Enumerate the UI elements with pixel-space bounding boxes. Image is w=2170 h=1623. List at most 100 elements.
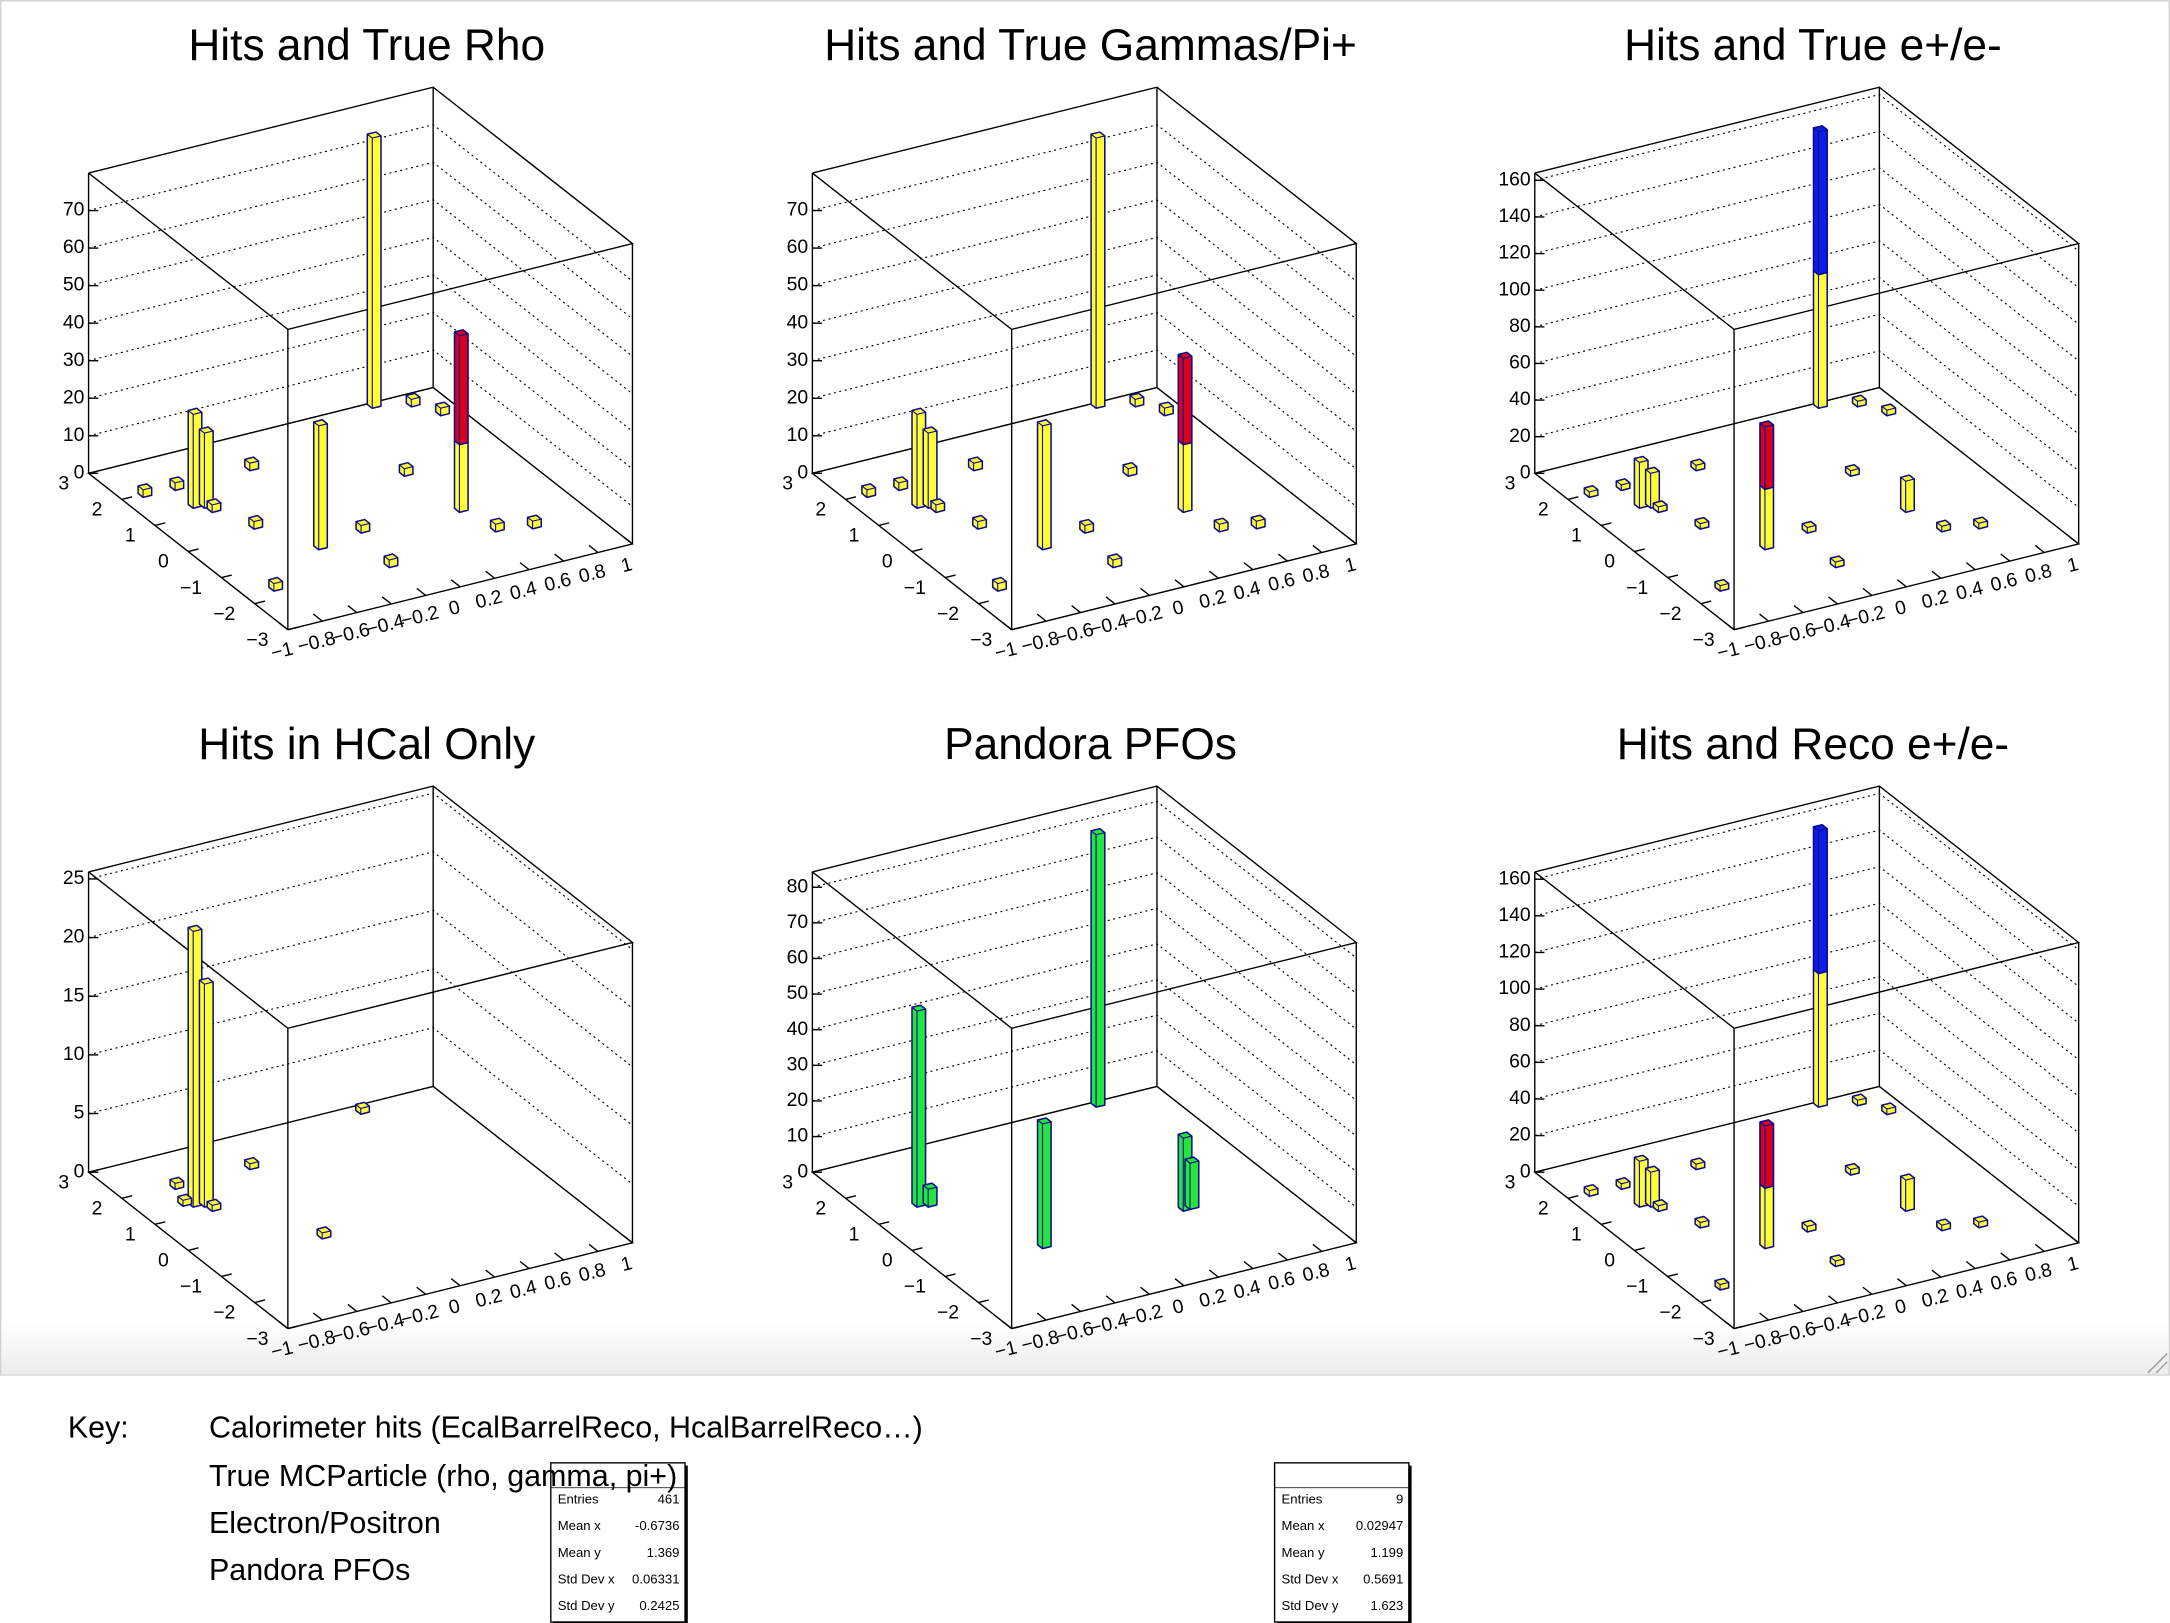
stats-value: 9: [1396, 1492, 1403, 1507]
bar-edge: [1852, 1095, 1867, 1106]
z-tick-label: 0: [797, 461, 808, 483]
y-tick: [254, 600, 266, 605]
x-tick: [2034, 1243, 2045, 1252]
y-tick-label: 3: [58, 473, 69, 495]
bar-edge: [1852, 397, 1867, 407]
y-tick-label: 2: [92, 1197, 103, 1219]
stats-value: 461: [658, 1492, 680, 1507]
z-tick-label: 0: [74, 461, 85, 483]
bar-edge: [1645, 1167, 1660, 1208]
z-tick-label: 60: [1509, 352, 1531, 374]
x-tick: [278, 622, 289, 631]
bar-edge: [1079, 521, 1094, 534]
z-tick-label: 10: [787, 424, 809, 446]
y-tick: [154, 522, 166, 527]
bar-edge: [199, 428, 214, 509]
bar-edge: [1090, 133, 1105, 409]
bar-edge: [1184, 1158, 1199, 1210]
bar: [1090, 131, 1106, 410]
y-tick-label: −1: [180, 577, 202, 599]
y-tick-label: 0: [158, 551, 169, 573]
z-tick-label: 20: [1509, 425, 1531, 447]
x-tick: [1105, 596, 1116, 605]
x-tick-label: −1: [269, 1337, 296, 1364]
y-tick-label: 2: [1538, 499, 1549, 521]
z-tick-label: 100: [1498, 977, 1531, 999]
x-tick-label: −1: [993, 638, 1020, 665]
x-tick-label: 0: [1893, 1295, 1909, 1319]
bar-edge: [968, 458, 983, 471]
x-tick: [2000, 553, 2011, 562]
y-tick: [1634, 1247, 1645, 1252]
bar: [405, 392, 421, 408]
z-tick-label: 30: [787, 1053, 809, 1075]
bar: [366, 131, 382, 410]
bar: [1184, 1156, 1200, 1211]
x-tick: [554, 553, 564, 562]
bar-edge: [1694, 519, 1709, 530]
bar: [1759, 482, 1775, 551]
box-frame: [810, 86, 1358, 631]
x-tick: [1277, 1252, 1288, 1261]
z-tick-label: 70: [787, 199, 809, 221]
bar-edge: [313, 421, 328, 550]
y-tick-label: −1: [904, 577, 926, 599]
bar-edge: [1973, 518, 1988, 529]
x-tick: [1209, 1269, 1219, 1278]
bar: [1759, 420, 1775, 491]
z-tick-label: 10: [63, 1043, 85, 1065]
bar-edge: [1801, 523, 1816, 534]
z-tick-label: 60: [63, 236, 85, 258]
y-tick: [911, 548, 923, 553]
bar-edge: [1634, 1156, 1649, 1208]
x-tick: [1002, 1321, 1013, 1330]
x-tick: [312, 613, 323, 622]
bar: [922, 1182, 938, 1208]
bar-edge: [1653, 502, 1668, 513]
bar: [922, 426, 938, 509]
x-tick: [588, 1243, 599, 1252]
box-frame: [810, 785, 1358, 1330]
bar: [248, 514, 264, 530]
bar: [1812, 823, 1828, 975]
x-tick: [1243, 562, 1254, 571]
x-tick: [1174, 1278, 1185, 1287]
z-tick-label: 80: [1509, 315, 1531, 337]
bar: [1177, 437, 1193, 514]
z-tick-label: 20: [787, 1089, 809, 1111]
bar-edge: [169, 1179, 184, 1190]
bar: [1899, 1173, 1916, 1213]
stats-box: [1273, 1462, 1410, 1623]
y-tick: [221, 574, 232, 579]
z-tick-label: 50: [787, 274, 809, 296]
x-tick-label: −1: [1715, 638, 1742, 665]
bar-edge: [1813, 127, 1828, 275]
y-tick-label: −2: [937, 1302, 959, 1324]
x-tick: [2000, 1252, 2011, 1261]
x-tick: [1312, 1243, 1323, 1252]
x-tick: [1759, 1312, 1769, 1321]
bar-edge: [1845, 1165, 1860, 1176]
bar-edge: [527, 516, 542, 529]
x-tick: [416, 587, 427, 596]
bar-edge: [1881, 1104, 1896, 1115]
y-tick: [1011, 1325, 1023, 1330]
y-tick-label: 0: [1604, 551, 1615, 573]
bar-edge: [1936, 522, 1951, 532]
y-tick-label: −3: [1693, 1328, 1715, 1350]
y-tick: [978, 1299, 989, 1304]
x-tick: [347, 604, 358, 614]
bar-edge: [399, 464, 414, 477]
y-tick-label: −3: [246, 1328, 268, 1350]
x-tick: [1724, 1321, 1735, 1330]
stats-value: 1.369: [647, 1545, 680, 1560]
y-tick: [287, 1325, 299, 1330]
z-tick-label: 50: [787, 982, 809, 1004]
resize-grip[interactable]: [2147, 1353, 2168, 1374]
box-frame: [1533, 785, 2081, 1330]
bar: [1759, 1119, 1775, 1190]
z-tick-label: 60: [787, 947, 809, 969]
x-tick: [1071, 1303, 1081, 1312]
bar-edge: [1090, 830, 1105, 1108]
